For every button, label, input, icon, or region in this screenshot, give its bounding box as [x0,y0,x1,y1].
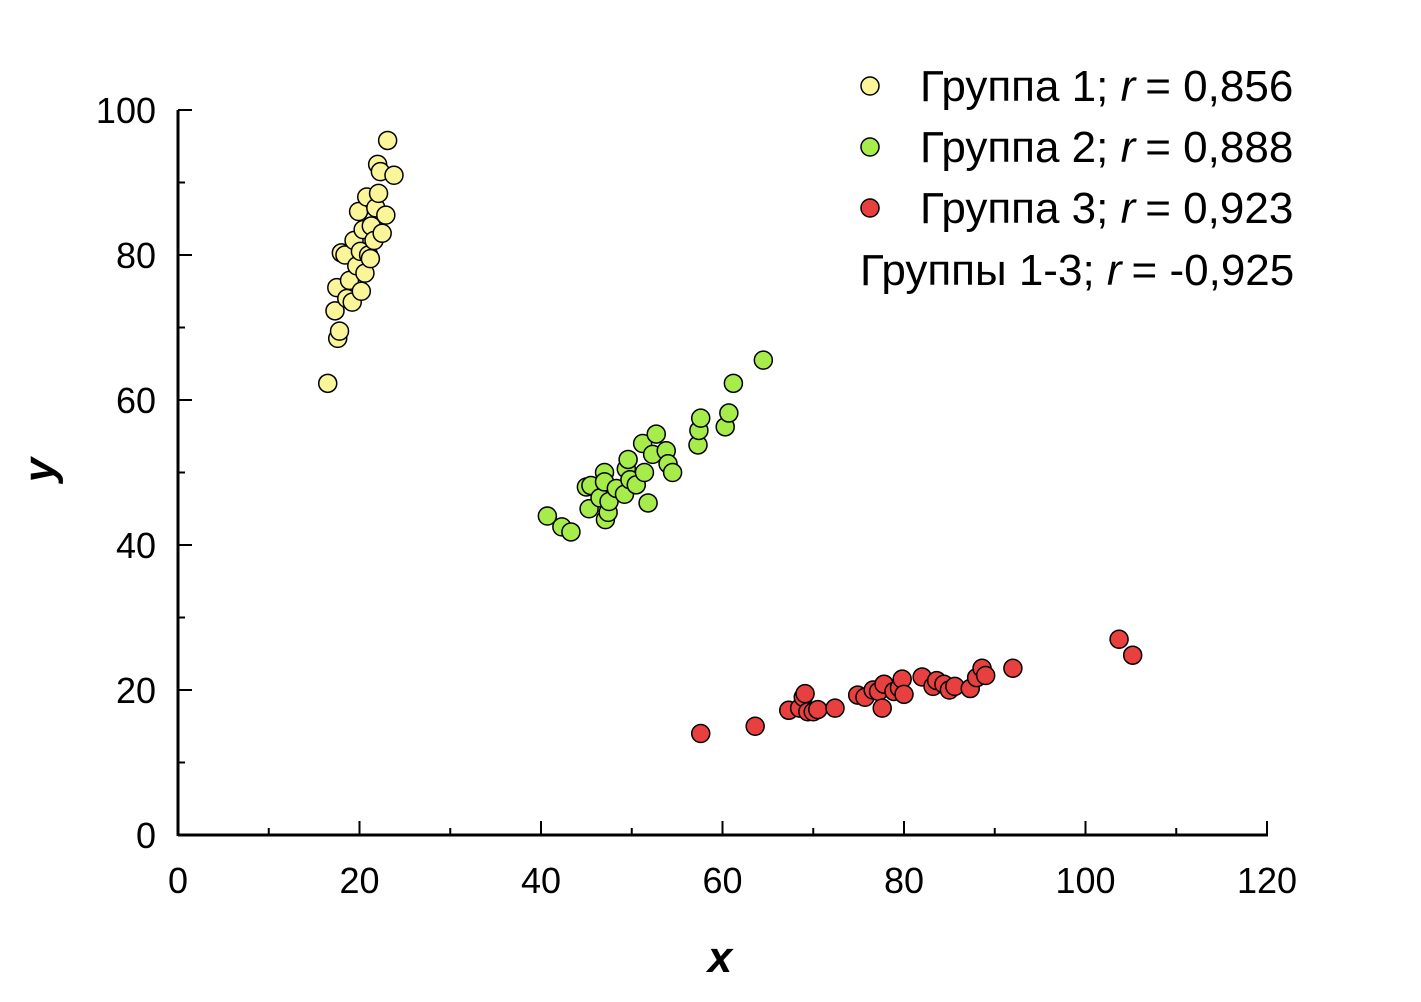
data-point [1109,629,1129,649]
data-point [1003,658,1023,678]
legend-r-value: = 0,856 [1145,62,1293,111]
x-tick-label: 80 [884,860,924,901]
y-axis-title: y [15,455,64,484]
legend-marker-group-1 [860,76,880,96]
axes: 0 20 40 60 80 100 120 0 20 40 60 80 100 [96,90,1297,901]
legend-series-name: Группа 1 [920,62,1096,111]
data-point [618,449,638,470]
y-tick-label: 100 [96,90,156,131]
legend-item-group-1: Группа 1; r = 0,856 [860,62,1293,111]
data-point [317,373,338,394]
legend-overall-name: Группы 1-3 [860,246,1082,295]
data-point [662,462,683,483]
data-point [753,350,774,370]
data-point [808,699,828,720]
series-group-2 [537,350,774,542]
legend-label-group-3: Группа 3; r = 0,923 [920,184,1293,233]
x-ticks: 0 20 40 60 80 100 120 [168,821,1297,901]
legend-marker-group-2 [860,137,880,157]
data-point [376,205,396,225]
legend-r-symbol: r [1121,62,1138,111]
data-point [1122,645,1143,665]
data-point [975,665,996,686]
legend-series-name: Группа 3 [920,184,1096,233]
legend-label-group-2: Группа 2; r = 0,888 [920,123,1293,172]
data-point [795,683,815,704]
data-point [872,698,892,718]
y-tick-label: 80 [116,235,156,276]
legend-r-value: = -0,925 [1132,246,1295,295]
series-group-1 [317,130,404,394]
legend-separator: ; [1096,184,1120,233]
data-point [537,506,558,526]
data-point [372,223,392,243]
legend-item-group-3: Группа 3; r = 0,923 [860,184,1293,233]
legend-r-value: = 0,923 [1145,184,1293,233]
legend-r-symbol: r [1107,246,1124,295]
x-tick-label: 60 [702,860,742,901]
data-point [325,301,345,321]
data-point [825,698,845,718]
legend-separator: ; [1096,123,1120,172]
data-point [351,281,372,301]
x-tick-label: 120 [1237,860,1297,901]
x-tick-label: 20 [339,860,379,901]
legend-series-name: Группа 2 [920,123,1096,172]
legend: Группа 1; r = 0,856 Группа 2; r = 0,888 Гр… [860,62,1294,295]
data-point [368,183,389,204]
data-point [894,684,914,705]
data-point [360,248,381,269]
data-point [329,321,350,341]
y-tick-label: 60 [116,380,156,421]
legend-r-symbol: r [1121,184,1138,233]
data-point [384,165,404,185]
data-point [719,403,739,423]
y-tick-label: 40 [116,525,156,566]
y-tick-label: 0 [136,815,156,856]
x-tick-label: 100 [1055,860,1115,901]
y-ticks: 0 20 40 60 80 100 [96,90,192,856]
data-point [745,716,765,736]
legend-r-value: = 0,888 [1145,123,1293,172]
data-points [317,130,1143,744]
data-point [634,462,655,483]
data-point [638,493,658,513]
y-tick-label: 20 [116,670,156,711]
legend-separator: ; [1082,246,1106,295]
legend-label-overall: Группы 1-3; r = -0,925 [860,246,1294,295]
legend-item-group-2: Группа 2; r = 0,888 [860,123,1293,172]
legend-item-overall: Группы 1-3; r = -0,925 [860,246,1294,295]
data-point [561,522,581,542]
data-point [690,408,711,428]
legend-separator: ; [1096,62,1120,111]
legend-r-symbol: r [1121,123,1138,172]
legend-label-group-1: Группа 1; r = 0,856 [920,62,1293,111]
data-point [690,723,711,744]
data-point [646,424,667,444]
data-point [377,130,398,151]
x-tick-label: 40 [521,860,561,901]
x-axis-title: x [706,933,734,982]
legend-marker-group-3 [860,198,880,218]
data-point [723,373,744,394]
series-group-3 [690,629,1143,744]
x-tick-label: 0 [168,860,188,901]
